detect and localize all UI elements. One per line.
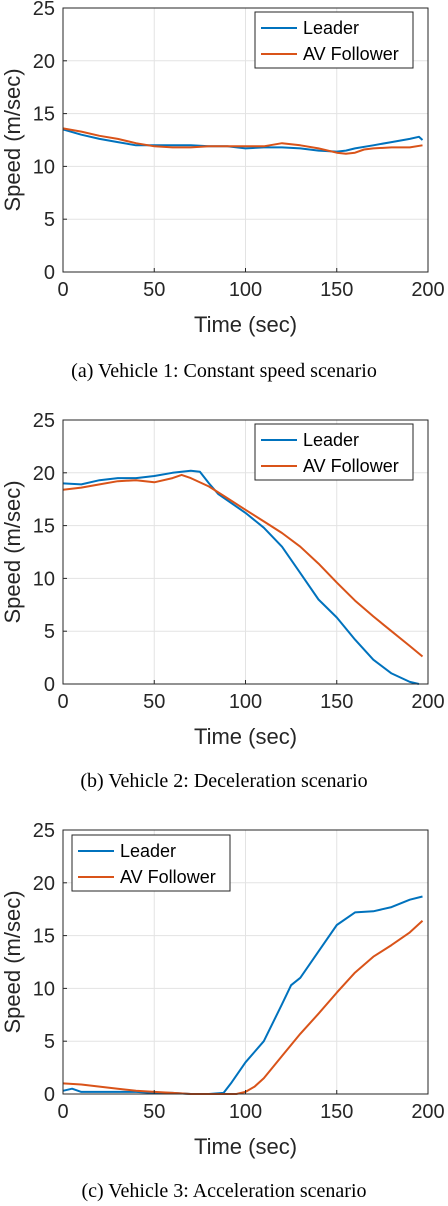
y-tick-label: 5 — [44, 1031, 55, 1053]
x-tick-label: 200 — [411, 279, 444, 301]
y-tick-label: 15 — [33, 926, 55, 948]
legend-label: Leader — [303, 18, 359, 38]
chart-vehicle-2-deceleration: 0 50 100 150 200 0 5 10 15 20 25 Time (sec) Speed (m… — [0, 410, 445, 749]
y-tick-label: 15 — [33, 104, 55, 126]
x-tick-label: 0 — [57, 691, 68, 713]
y-axis-title: Speed (m/sec) — [0, 68, 25, 211]
chart-vehicle-3-acceleration: 0 50 100 150 200 0 5 10 15 20 25 Time (sec) Speed (m… — [0, 820, 445, 1159]
x-axis-title: Time (sec) — [194, 1134, 297, 1159]
legend-box — [71, 834, 231, 892]
y-tick-label: 0 — [44, 674, 55, 696]
y-tick-label: 20 — [33, 463, 55, 485]
y-tick-label: 25 — [33, 410, 55, 432]
x-tick-label: 50 — [143, 279, 165, 301]
y-axis-title: Speed (m/sec) — [0, 480, 25, 623]
x-axis-title: Time (sec) — [194, 724, 297, 749]
y-tick-label: 10 — [33, 156, 55, 178]
y-tick-label: 5 — [44, 209, 55, 231]
y-tick-label: 0 — [44, 1084, 55, 1106]
legend-box — [254, 11, 414, 69]
x-axis-title: Time (sec) — [194, 312, 297, 337]
y-tick-label: 15 — [33, 516, 55, 538]
y-tick-label: 25 — [33, 0, 55, 20]
legend-label: Leader — [303, 430, 359, 450]
y-tick-label: 25 — [33, 820, 55, 842]
y-tick-label: 20 — [33, 51, 55, 73]
series-line-leader — [62, 895, 423, 1095]
y-tick-label: 10 — [33, 978, 55, 1000]
series-line-av-follower — [62, 473, 424, 658]
chart-vehicle-1-constant-speed: 0 50 100 150 200 0 5 10 15 20 25 Time (sec) Speed (m… — [0, 0, 445, 337]
x-tick-label: 200 — [411, 691, 444, 713]
x-tick-label: 0 — [57, 279, 68, 301]
caption-a: (a) Vehicle 1: Constant speed scenario — [71, 360, 377, 382]
legend-box — [254, 423, 414, 481]
y-tick-label: 5 — [44, 621, 55, 643]
y-tick-label: 10 — [33, 568, 55, 590]
x-tick-label: 50 — [143, 1101, 165, 1123]
x-tick-label: 100 — [229, 691, 262, 713]
x-tick-label: 50 — [143, 691, 165, 713]
x-tick-label: 150 — [320, 1101, 353, 1123]
legend-label: Leader — [120, 841, 176, 861]
x-tick-label: 100 — [229, 1101, 262, 1123]
x-tick-label: 150 — [320, 279, 353, 301]
x-tick-label: 200 — [411, 1101, 444, 1123]
series-line-leader — [62, 128, 424, 153]
legend-label: AV Follower — [303, 44, 399, 64]
caption-b: (b) Vehicle 2: Deceleration scenario — [80, 770, 368, 792]
series-line-av-follower — [62, 127, 423, 155]
y-tick-label: 0 — [44, 262, 55, 284]
y-axis-title: Speed (m/sec) — [0, 890, 25, 1033]
x-tick-label: 150 — [320, 691, 353, 713]
legend-label: AV Follower — [303, 456, 399, 476]
series-line-leader — [62, 469, 420, 685]
caption-c: (c) Vehicle 3: Acceleration scenario — [81, 1180, 367, 1202]
legend-label: AV Follower — [120, 867, 216, 887]
y-tick-label: 20 — [33, 873, 55, 895]
x-tick-label: 0 — [57, 1101, 68, 1123]
x-tick-label: 100 — [229, 279, 262, 301]
